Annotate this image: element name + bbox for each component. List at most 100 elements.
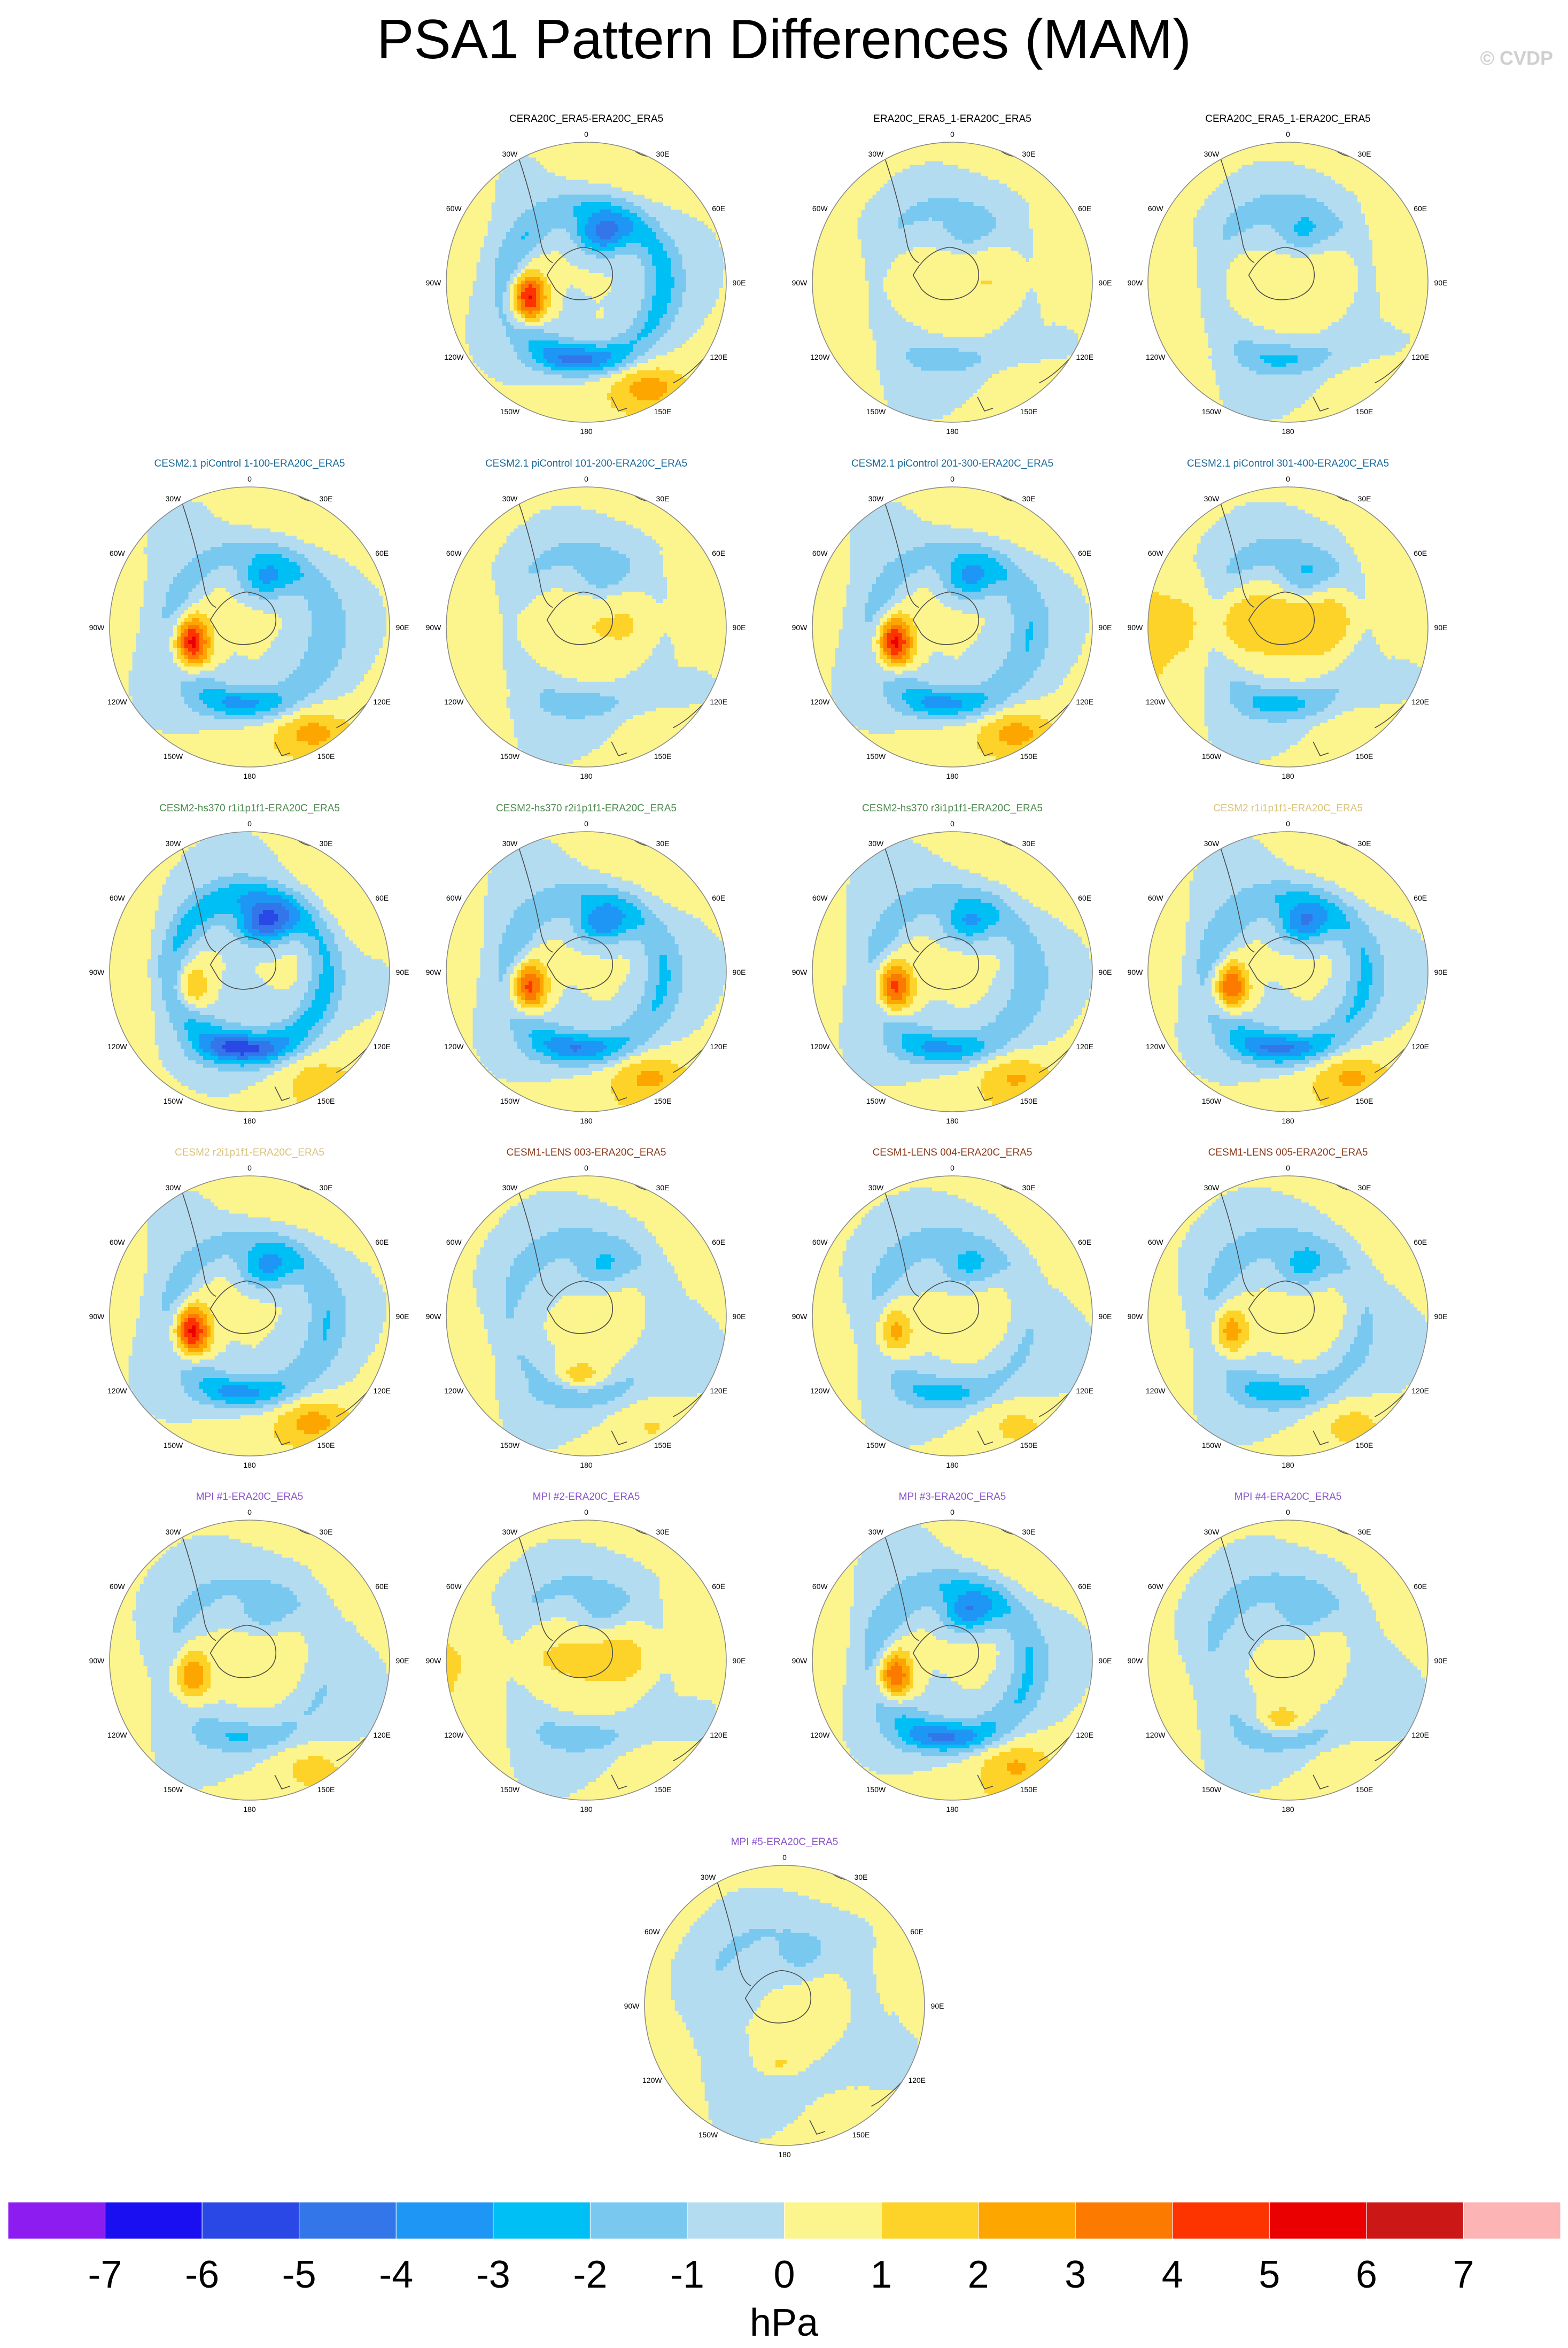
new-zealand-coastline — [611, 1774, 627, 1790]
longitude-label: 120W — [1146, 1386, 1166, 1395]
pressure-anomaly-field — [812, 142, 1092, 422]
longitude-label: 60E — [375, 1238, 389, 1246]
new-zealand-coastline — [977, 397, 993, 412]
map-boundary — [1147, 831, 1429, 1112]
map-boundary — [109, 486, 390, 768]
longitude-label: 60E — [375, 1582, 389, 1591]
longitude-label: 30W — [166, 839, 182, 848]
longitude-label: 90E — [733, 1656, 746, 1665]
longitude-label: 30E — [1022, 1528, 1036, 1536]
longitude-label: 30E — [1358, 1528, 1371, 1536]
new-zealand-coastline — [274, 1086, 291, 1102]
longitude-label: 30W — [1204, 150, 1220, 158]
longitude-label: 60W — [812, 1238, 828, 1246]
antarctica-coastline — [912, 1280, 980, 1334]
longitude-label: 150E — [1020, 1785, 1038, 1794]
longitude-label: 60E — [712, 204, 725, 213]
longitude-label: 120W — [1146, 1042, 1166, 1051]
longitude-label: 0 — [950, 130, 954, 138]
longitude-label: 180 — [580, 1117, 593, 1125]
longitude-label: 180 — [580, 427, 593, 436]
panel-title: MPI #3-ERA20C_ERA5 — [899, 1491, 1006, 1502]
new-zealand-coastline — [611, 1086, 627, 1102]
longitude-label: 90W — [792, 623, 808, 632]
colorbar-swatch — [299, 2202, 397, 2239]
longitude-label: 180 — [580, 1805, 593, 1814]
longitude-label: 150E — [1356, 407, 1373, 416]
longitude-label: 60W — [812, 894, 828, 902]
longitude-label: 150W — [866, 407, 886, 416]
pressure-anomaly-field — [812, 487, 1092, 767]
longitude-label: 90W — [426, 278, 442, 287]
longitude-label: 60W — [1148, 549, 1164, 557]
pressure-anomaly-field — [1148, 1176, 1428, 1456]
longitude-label: 150E — [654, 752, 672, 761]
longitude-label: 120E — [710, 1731, 727, 1739]
longitude-label: 0 — [584, 1508, 588, 1516]
longitude-label: 120W — [1146, 353, 1166, 361]
longitude-label: 180 — [243, 1805, 256, 1814]
longitude-label: 60W — [1148, 1238, 1164, 1246]
south-america-coastline — [182, 1192, 216, 1297]
cvdp-credit: © CVDP — [1480, 47, 1553, 69]
longitude-label: 90E — [1099, 1312, 1112, 1321]
antarctica-coastline — [912, 591, 980, 645]
panel-title: CESM2.1 piControl 201-300-ERA20C_ERA5 — [851, 458, 1053, 469]
longitude-label: 30E — [656, 150, 670, 158]
longitude-label: 0 — [1286, 1164, 1290, 1172]
longitude-label: 150W — [866, 752, 886, 761]
new-zealand-coastline — [611, 741, 627, 757]
antarctica-coastline — [1248, 246, 1315, 300]
south-america-coastline — [1220, 503, 1255, 608]
new-zealand-coastline — [977, 741, 993, 757]
longitude-label: 60W — [812, 1582, 828, 1591]
longitude-label: 60W — [110, 549, 126, 557]
longitude-label: 120W — [444, 698, 464, 706]
longitude-label: 150E — [654, 1097, 672, 1105]
longitude-label: 30W — [502, 1183, 518, 1192]
longitude-label: 150W — [1202, 1441, 1222, 1450]
longitude-label: 30W — [1204, 1183, 1220, 1192]
map-panel: CESM2-hs370 r2i1p1f1-ERA20C_ERA5 0 30E 60E 9… — [426, 803, 746, 1125]
longitude-label: 30W — [1204, 494, 1220, 503]
antarctica-coastline — [546, 1280, 614, 1334]
longitude-label: 60E — [1414, 1238, 1427, 1246]
pressure-anomaly-field — [812, 1520, 1092, 1800]
colorbar-tick-label: 1 — [871, 2253, 892, 2296]
longitude-label: 150W — [500, 1441, 520, 1450]
longitude-label: 0 — [1286, 475, 1290, 483]
panel-title: CESM1-LENS 003-ERA20C_ERA5 — [507, 1147, 666, 1158]
colorbar-tick-label: 6 — [1356, 2253, 1377, 2296]
longitude-label: 90E — [1099, 968, 1112, 977]
longitude-label: 120E — [373, 698, 391, 706]
longitude-label: 150W — [164, 1785, 183, 1794]
longitude-label: 150W — [698, 2130, 718, 2139]
new-zealand-coastline — [274, 1774, 291, 1790]
pressure-anomaly-field — [446, 142, 726, 422]
longitude-label: 90W — [89, 623, 105, 632]
map-boundary — [109, 831, 390, 1112]
map-panel: CERA20C_ERA5_1-ERA20C_ERA5 0 30E 60E 90E 120E… — [1128, 113, 1448, 436]
longitude-label: 30W — [502, 494, 518, 503]
longitude-label: 60W — [1148, 894, 1164, 902]
longitude-label: 60W — [110, 894, 126, 902]
longitude-label: 30E — [1022, 150, 1036, 158]
map-panel: CESM2.1 piControl 1-100-ERA20C_ERA5 0 30E 6… — [89, 458, 409, 780]
longitude-label: 30E — [1358, 150, 1371, 158]
longitude-label: 30W — [701, 1873, 717, 1881]
longitude-label: 0 — [1286, 1508, 1290, 1516]
new-zealand-coastline — [1313, 1430, 1329, 1446]
longitude-label: 60W — [1148, 204, 1164, 213]
colorbar-swatch — [784, 2202, 882, 2239]
longitude-label: 60W — [110, 1238, 126, 1246]
south-america-coastline — [518, 1537, 553, 1641]
pressure-anomaly-field — [446, 487, 726, 767]
antarctica-coastline — [546, 1624, 614, 1678]
longitude-label: 90W — [89, 1312, 105, 1321]
new-zealand-coastline — [977, 1086, 993, 1102]
longitude-label: 30E — [656, 1183, 670, 1192]
longitude-label: 60E — [1414, 894, 1427, 902]
longitude-label: 120E — [908, 2076, 926, 2084]
longitude-label: 60E — [1414, 204, 1427, 213]
longitude-label: 90E — [1434, 1656, 1448, 1665]
